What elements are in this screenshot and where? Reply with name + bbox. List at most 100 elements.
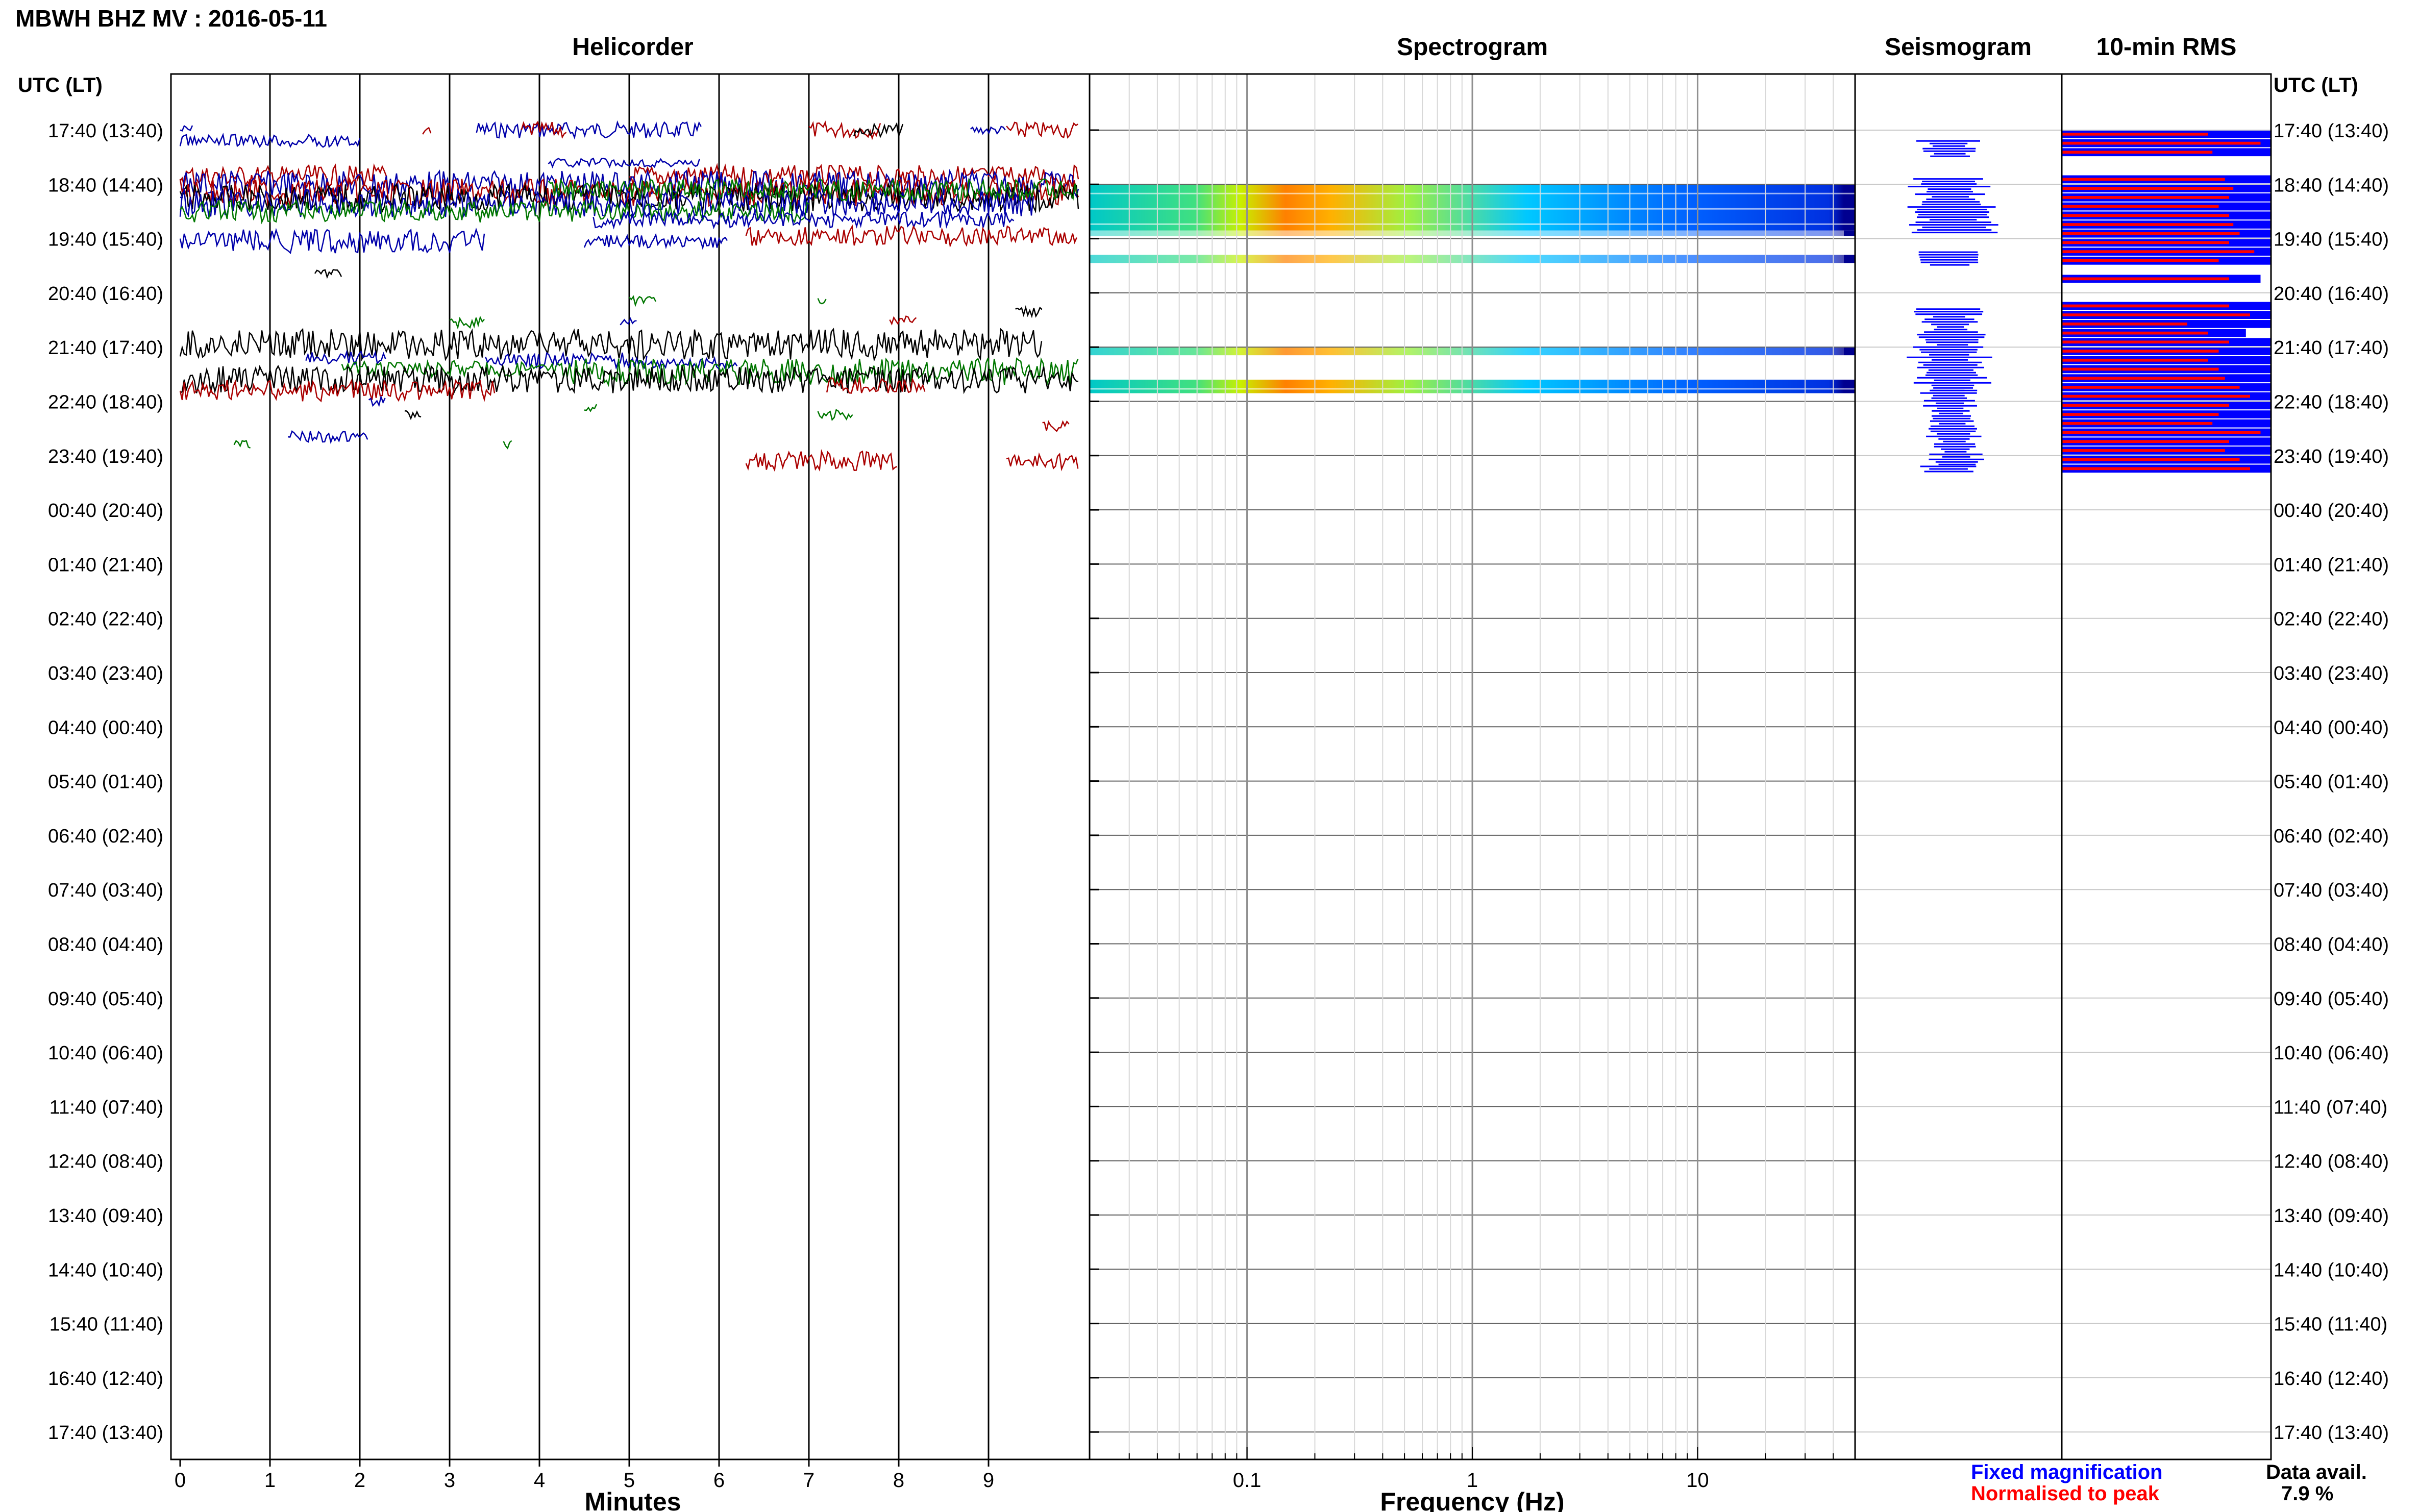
helicorder-trace (314, 268, 342, 279)
row-time-label-left: 22:40 (18:40) (48, 392, 163, 413)
rms-normalised-bar (2062, 358, 2208, 362)
rms-normalised-bar (2062, 187, 2234, 190)
frequency-tick-label: 1 (1467, 1469, 1478, 1492)
rms-normalised-bar (2062, 141, 2261, 145)
rms-normalised-bar (2062, 467, 2250, 470)
rms-normalised-bar (2062, 449, 2225, 452)
row-time-label-right: 21:40 (17:40) (2274, 337, 2389, 359)
spectrogram-band-edge (1844, 347, 1855, 356)
grid-lines (269, 74, 2271, 1459)
row-time-label-right: 17:40 (13:40) (2274, 1422, 2389, 1444)
helicorder-trace (179, 133, 361, 148)
rms-normalised-bar (2062, 250, 2255, 254)
helicorder-trace (476, 120, 702, 140)
rms-normalised-bar (2062, 178, 2225, 181)
row-time-label-left: 21:40 (17:40) (48, 337, 163, 359)
row-time-label-right: 23:40 (19:40) (2274, 446, 2389, 467)
minute-tick-label: 5 (624, 1469, 635, 1492)
helicorder-trace (179, 188, 1034, 218)
row-time-label-left: 06:40 (02:40) (48, 826, 163, 847)
minute-tick-label: 3 (444, 1469, 455, 1492)
row-time-label-left: 20:40 (16:40) (48, 283, 163, 305)
data-availability-label: Data avail. (2266, 1461, 2367, 1483)
row-time-label-right: 11:40 (07:40) (2274, 1097, 2387, 1118)
row-time-label-right: 15:40 (11:40) (2274, 1314, 2387, 1335)
time-axis-label-left: UTC (LT) (18, 74, 103, 96)
helicorder-trace (808, 120, 881, 140)
row-time-label-left: 01:40 (21:40) (48, 554, 163, 576)
row-time-label-left: 03:40 (23:40) (48, 663, 163, 684)
rms-normalised-bar (2062, 431, 2261, 434)
row-time-label-right: 22:40 (18:40) (2274, 392, 2389, 413)
helicorder-trace (620, 317, 637, 326)
minute-tick-label: 9 (983, 1469, 994, 1492)
time-axis-label-right: UTC (LT) (2274, 74, 2358, 96)
rms-normalised-bar (2062, 422, 2213, 425)
rms-normalised-bar (2062, 151, 2213, 154)
spectrogram-band (1090, 379, 1844, 393)
row-time-label-left: 04:40 (00:40) (48, 717, 163, 738)
row-time-label-right: 03:40 (23:40) (2274, 663, 2389, 684)
row-time-label-right: 01:40 (21:40) (2274, 554, 2389, 576)
helicorder-trace (288, 430, 368, 444)
rms-normalised-bar (2062, 386, 2240, 389)
rms-normalised-bar (2062, 223, 2234, 226)
helicorder-trace (584, 404, 598, 412)
helicorder-trace (341, 359, 557, 379)
row-time-label-right: 19:40 (15:40) (2274, 229, 2389, 251)
rms-normalised-bar (2062, 350, 2219, 353)
row-time-label-left: 09:40 (05:40) (48, 988, 163, 1010)
rms-normalised-bar (2062, 404, 2229, 407)
spectrogram-band (1090, 347, 1844, 356)
helicorder-trace (179, 163, 387, 189)
helicorder-trace (745, 449, 898, 473)
seismogram-frame (1854, 73, 2063, 1460)
seismogram-traces (1907, 140, 1998, 473)
helicorder-trace (826, 377, 926, 394)
row-time-label-left: 05:40 (01:40) (48, 772, 163, 793)
helicorder-trace (422, 127, 432, 135)
minute-tick-label: 8 (893, 1469, 904, 1492)
rms-normalised-bar (2062, 440, 2229, 443)
helicorder-trace (745, 224, 1077, 248)
seismogram-panel-title: Seismogram (1885, 34, 2032, 61)
frequency-tick-label: 10 (1686, 1469, 1709, 1492)
row-time-label-left: 00:40 (20:40) (48, 500, 163, 522)
minute-tick-label: 4 (534, 1469, 545, 1492)
row-time-label-right: 20:40 (16:40) (2274, 283, 2389, 305)
helicorder-trace (404, 410, 422, 420)
helicorder-trace (485, 351, 648, 370)
helicorder-frame (170, 73, 1091, 1460)
row-time-label-right: 00:40 (20:40) (2274, 500, 2389, 522)
rms-normalised-bar (2062, 323, 2187, 326)
row-time-label-left: 12:40 (08:40) (48, 1151, 163, 1173)
helicorder-trace (548, 157, 700, 169)
legend-normalised-to-peak: Normalised to peak (1971, 1482, 2160, 1505)
spectrogram-band-edge (1844, 379, 1855, 393)
row-time-label-right: 13:40 (09:40) (2274, 1205, 2389, 1227)
rms-normalised-bar (2062, 196, 2229, 199)
spectrogram-panel-title: Spectrogram (1397, 34, 1548, 61)
rms-normalised-bar (2062, 214, 2229, 217)
rms-normalised-bar (2062, 394, 2250, 398)
helicorder-trace (180, 125, 193, 132)
rms-panel-title: 10-min RMS (2096, 34, 2237, 61)
helicorder-trace (1006, 121, 1078, 139)
row-time-label-right: 17:40 (13:40) (2274, 120, 2389, 142)
row-time-label-left: 17:40 (13:40) (48, 120, 163, 142)
rms-normalised-bar (2062, 413, 2219, 416)
row-time-label-left: 07:40 (03:40) (48, 880, 163, 901)
row-time-label-left: 02:40 (22:40) (48, 609, 163, 630)
helicorder-trace (521, 120, 567, 139)
helicorder-trace (593, 209, 1015, 230)
row-time-label-left: 17:40 (13:40) (48, 1422, 163, 1444)
rms-frame (2061, 73, 2272, 1460)
helicorder-trace (1042, 420, 1070, 432)
row-time-label-right: 10:40 (06:40) (2274, 1043, 2389, 1064)
panel-frames (170, 73, 2272, 1460)
minute-tick-label: 0 (175, 1469, 186, 1492)
helicorder-trace (817, 409, 853, 422)
helicorder-trace (449, 315, 485, 330)
row-time-label-left: 08:40 (04:40) (48, 934, 163, 956)
